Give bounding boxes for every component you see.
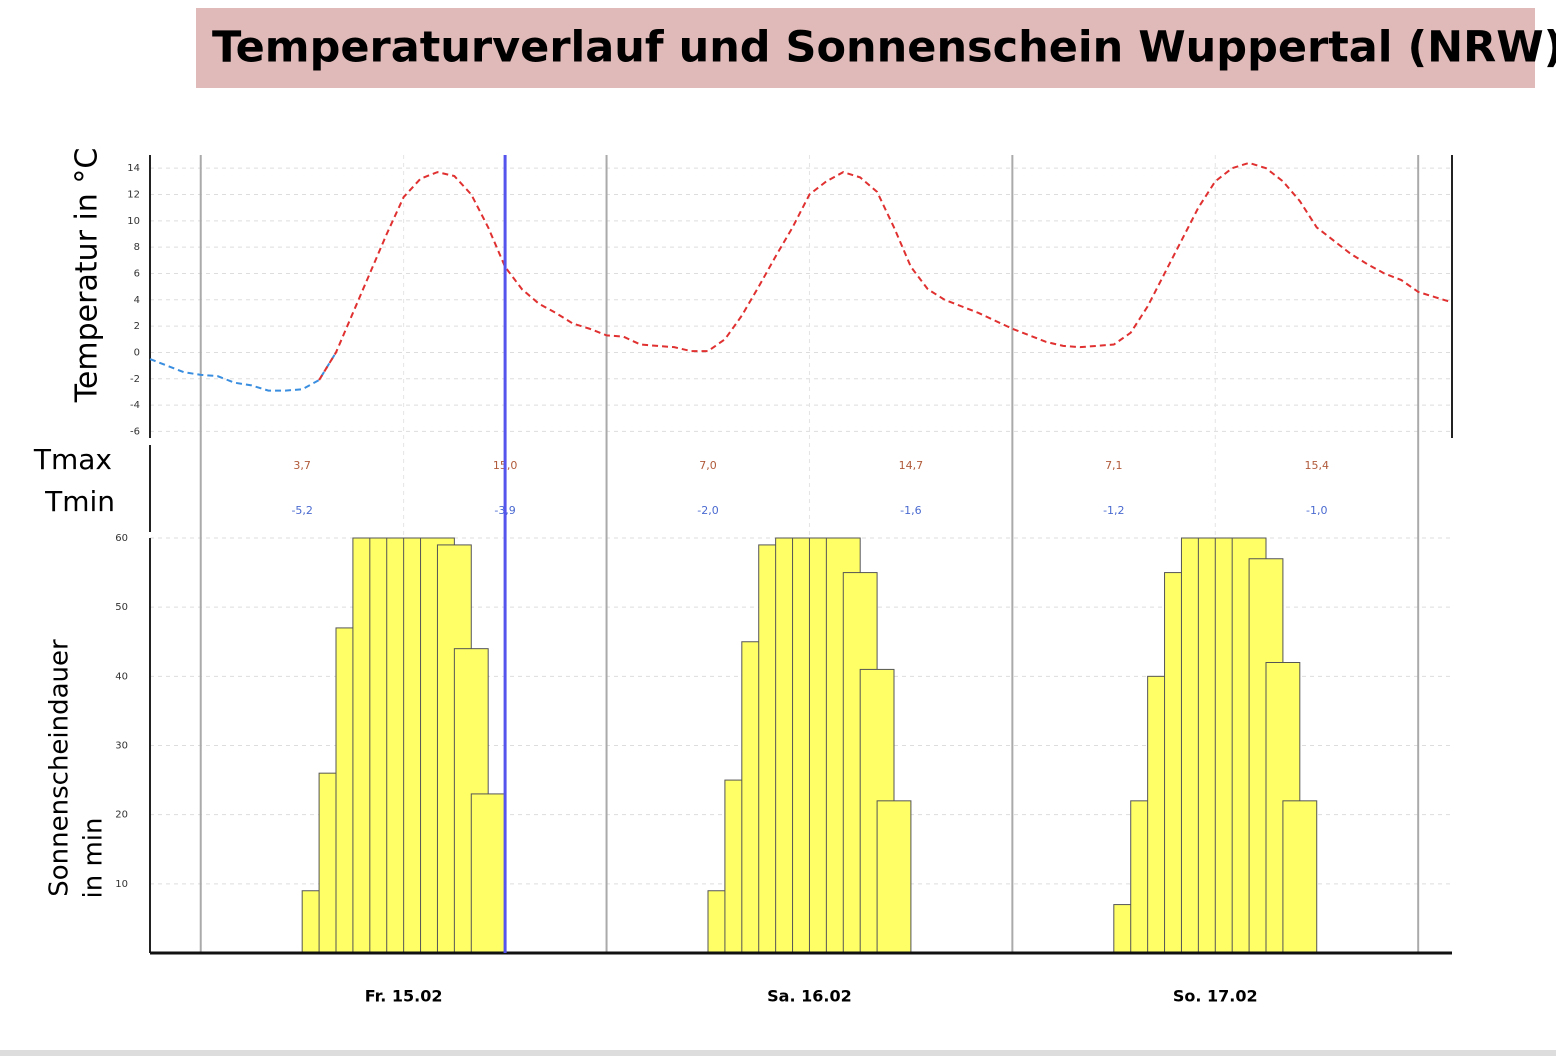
- y-tick-label: 10: [115, 879, 128, 890]
- y-axis-label: in min: [79, 818, 109, 899]
- y-tick-label: 0: [134, 347, 140, 358]
- tmax-value: 15,4: [1304, 459, 1329, 472]
- y-tick-label: -2: [130, 374, 140, 385]
- bottom-border: [0, 1050, 1556, 1056]
- tmin-value: -1,2: [1103, 504, 1124, 517]
- tmax-value: 7,0: [699, 459, 717, 472]
- bar: [876, 800, 912, 954]
- y-axis-label: Temperatur in °C: [70, 148, 105, 404]
- chart-title: Temperaturverlauf und Sonnenschein Wuppe…: [212, 23, 1556, 73]
- x-tick-label: So. 17.02: [1173, 987, 1258, 1006]
- tmax-value: 7,1: [1105, 459, 1123, 472]
- bar: [1282, 800, 1318, 954]
- y-tick-label: 60: [115, 533, 128, 544]
- x-tick-label: Sa. 16.02: [767, 987, 852, 1006]
- tmin-label: Tmin: [44, 485, 115, 518]
- title-box: [196, 8, 1535, 88]
- y-tick-label: 8: [134, 242, 140, 253]
- temperature-line: [318, 161, 1453, 381]
- y-tick-label: 10: [127, 216, 140, 227]
- y-tick-label: -4: [130, 400, 140, 411]
- bar: [470, 793, 506, 954]
- tmax-value: 3,7: [293, 459, 311, 472]
- y-tick-label: 12: [127, 189, 140, 200]
- tmin-value: -2,0: [697, 504, 718, 517]
- y-tick-label: 20: [115, 810, 128, 821]
- y-tick-label: 6: [134, 268, 140, 279]
- y-tick-label: -6: [130, 426, 140, 437]
- y-tick-label: 2: [134, 321, 140, 332]
- tmin-value: -5,2: [291, 504, 312, 517]
- tmax-value: 14,7: [899, 459, 924, 472]
- y-axis-label: Sonnenscheindauer: [45, 639, 75, 897]
- tmax-label: Tmax: [33, 443, 112, 476]
- tmin-value: -1,0: [1306, 504, 1327, 517]
- y-tick-label: 30: [115, 741, 128, 752]
- y-tick-label: 50: [115, 602, 128, 613]
- x-tick-label: Fr. 15.02: [365, 987, 443, 1006]
- y-tick-label: 14: [127, 163, 140, 174]
- temperature-line: [149, 351, 337, 392]
- y-tick-label: 4: [134, 295, 140, 306]
- tmin-value: -1,6: [900, 504, 921, 517]
- y-tick-label: 40: [115, 671, 128, 682]
